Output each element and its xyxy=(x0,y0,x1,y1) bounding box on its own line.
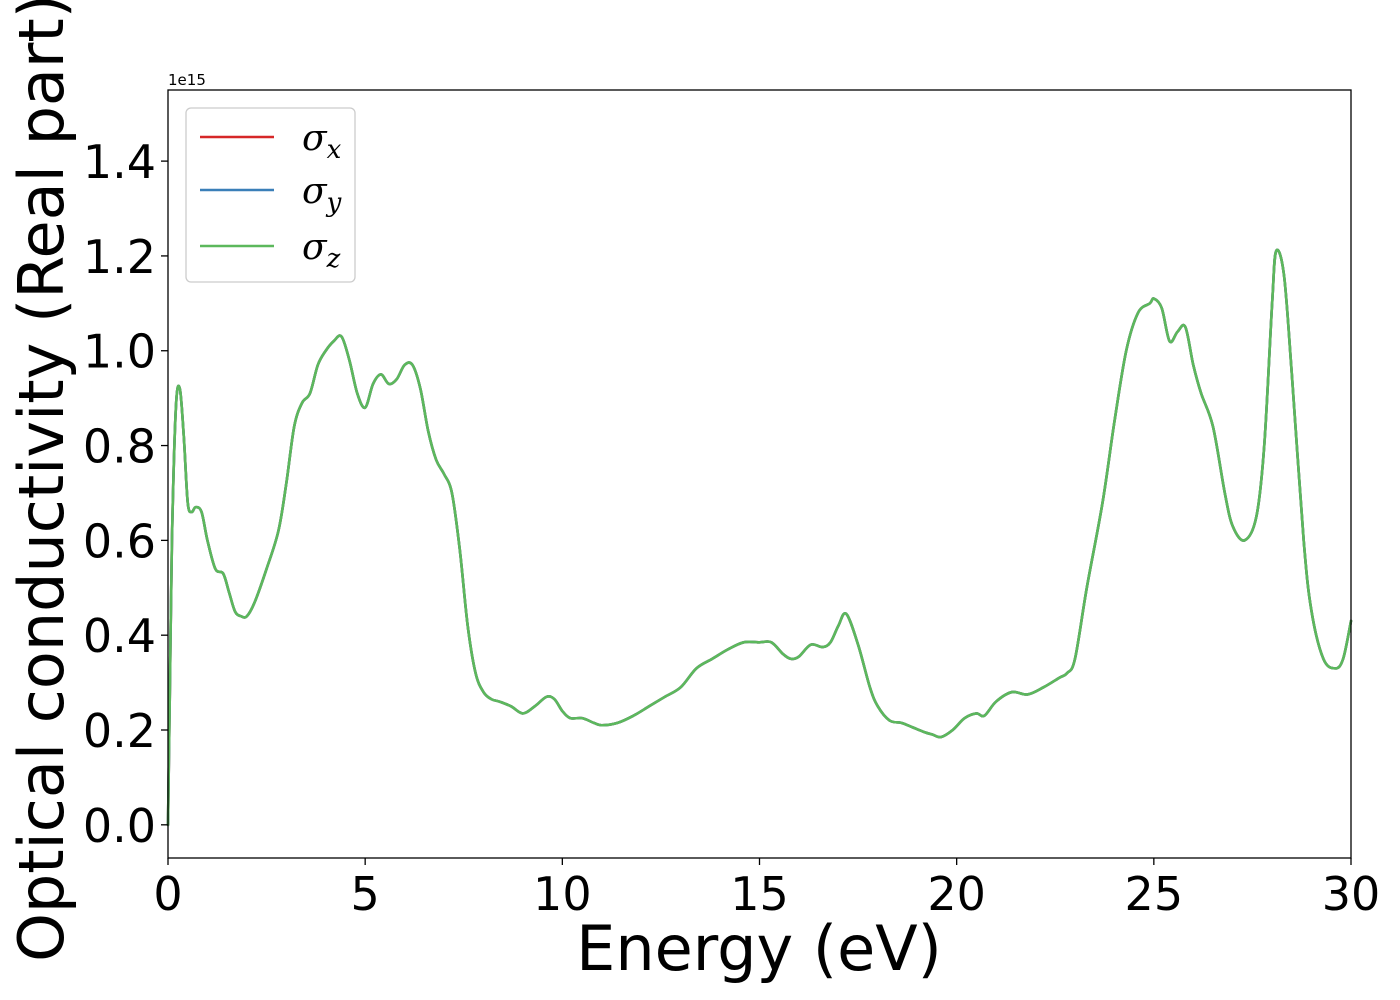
legend-label-z: σz xyxy=(302,227,341,274)
legend-label-subscript: z xyxy=(326,244,341,274)
y-tick-label: 1.4 xyxy=(83,135,156,189)
x-tick-label: 5 xyxy=(351,867,380,921)
x-axis-ticks: 0 5 10 15 20 25 30 xyxy=(153,858,1380,921)
y-tick-label: 1.0 xyxy=(83,325,156,379)
y-tick-label: 1.2 xyxy=(83,230,156,284)
legend-frame xyxy=(185,107,356,283)
x-axis-title: Energy (eV) xyxy=(576,912,942,985)
y-tick-label: 0.6 xyxy=(83,514,156,568)
x-tick-label: 20 xyxy=(927,867,986,921)
y-axis-ticks: 0.0 0.2 0.4 0.6 0.8 1.0 1.2 1.4 xyxy=(83,135,168,853)
series-layer xyxy=(166,248,1353,827)
x-tick-label: 0 xyxy=(153,867,182,921)
legend-label-x: σx xyxy=(302,118,342,165)
legend-label-y: σy xyxy=(302,171,342,218)
legend-label-base: σ xyxy=(302,171,328,212)
y-tick-label: 0.4 xyxy=(83,609,156,663)
legend-label-base: σ xyxy=(302,118,328,159)
x-tick-label: 25 xyxy=(1125,867,1184,921)
legend-label-base: σ xyxy=(302,227,328,268)
y-tick-label: 0.0 xyxy=(83,799,156,853)
series-line-z xyxy=(166,248,1353,827)
x-tick-label: 15 xyxy=(730,867,789,921)
legend-label-subscript: y xyxy=(326,188,342,218)
y-tick-label: 0.2 xyxy=(83,704,156,758)
legend-label-subscript: x xyxy=(327,135,342,165)
y-axis-title: Optical conductivity (Real part) xyxy=(5,0,78,962)
x-tick-label: 10 xyxy=(533,867,592,921)
y-tick-label: 0.8 xyxy=(83,420,156,474)
x-tick-label: 30 xyxy=(1322,867,1381,921)
y-axis-offset-label: 1e15 xyxy=(168,71,206,89)
